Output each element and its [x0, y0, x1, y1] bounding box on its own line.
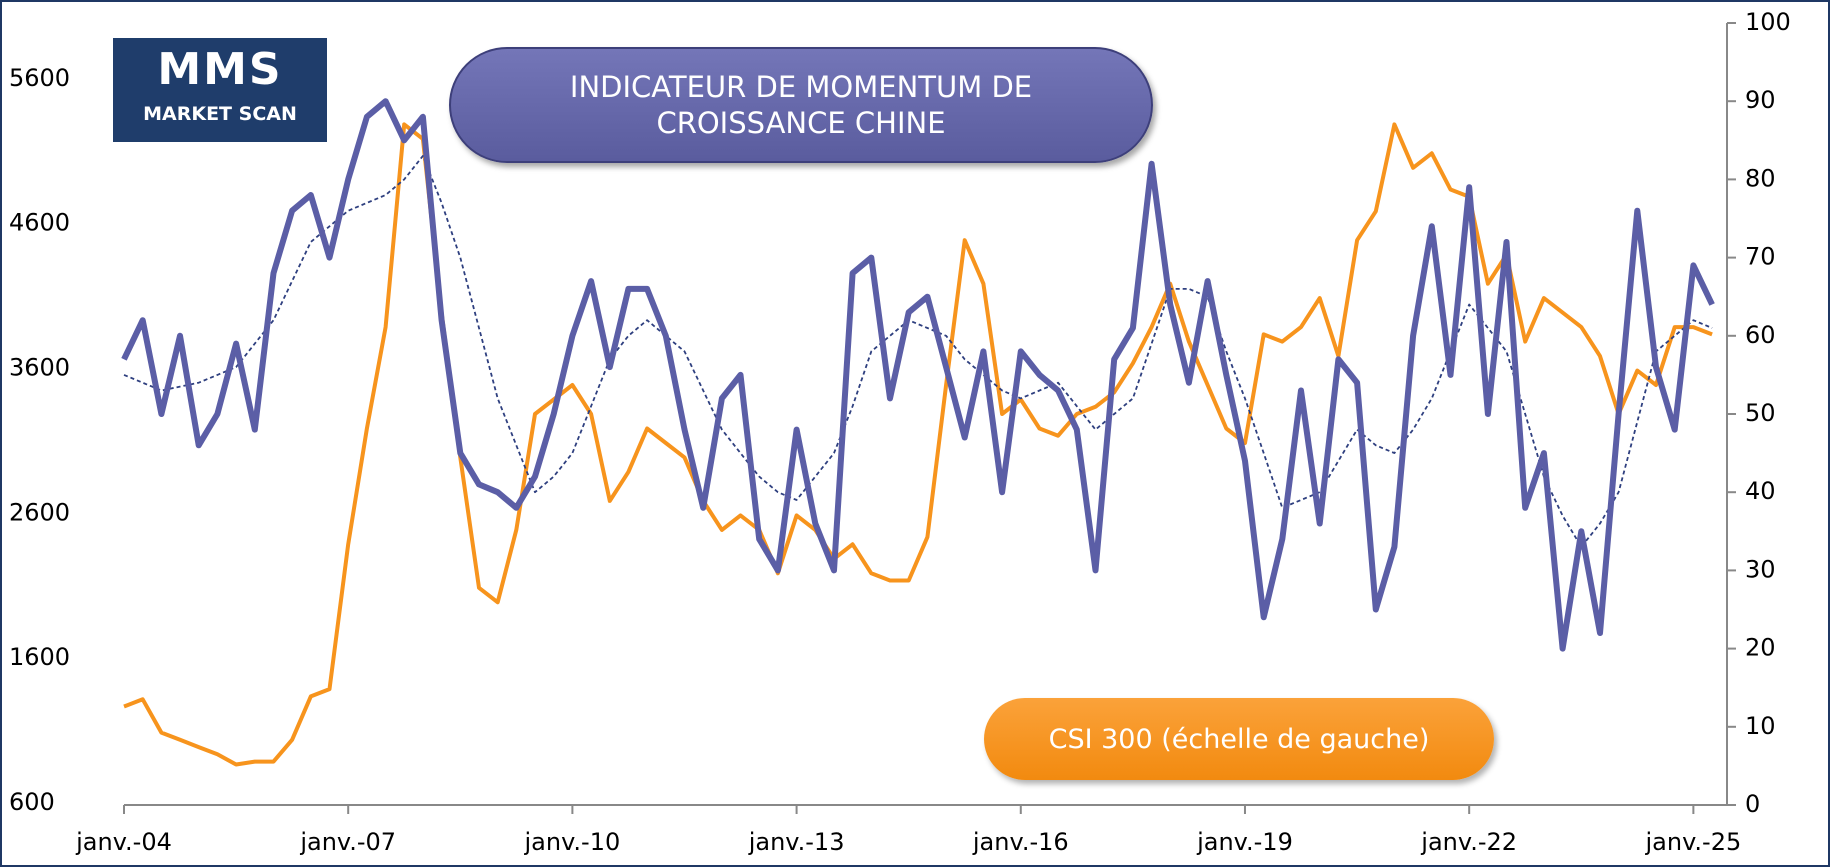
y-tick-label: 2600 — [9, 498, 70, 526]
y2-tick-label: 10 — [1745, 712, 1776, 740]
logo-title: MMS — [157, 44, 283, 95]
y2-tick-label: 30 — [1745, 555, 1776, 583]
series-line — [121, 98, 1715, 652]
x-tick-label: janv.-19 — [1196, 828, 1293, 856]
x-tick-label: janv.-16 — [972, 828, 1069, 856]
chart-title: INDICATEUR DE MOMENTUM DE CROISSANCE CHI… — [449, 47, 1153, 163]
y-tick-label: 1600 — [9, 643, 70, 671]
y-tick-label: 5600 — [9, 64, 70, 92]
x-tick-label: janv.-10 — [524, 828, 621, 856]
y-tick-label: 4600 — [9, 209, 70, 237]
x-tick-label: janv.-07 — [299, 828, 396, 856]
x-tick-label: janv.-13 — [748, 828, 845, 856]
y2-tick-label: 80 — [1745, 164, 1776, 192]
x-tick-label: janv.-04 — [75, 828, 172, 856]
y-tick-label: 600 — [9, 788, 55, 816]
y2-tick-label: 20 — [1745, 634, 1776, 662]
y2-tick-label: 40 — [1745, 477, 1776, 505]
y2-tick-label: 0 — [1745, 790, 1760, 818]
series-line — [123, 155, 1713, 548]
series-line — [123, 122, 1713, 767]
logo: MMS MARKET SCAN — [113, 38, 327, 142]
y2-tick-label: 90 — [1745, 86, 1776, 114]
y2-tick-label: 70 — [1745, 243, 1776, 271]
logo-subtitle: MARKET SCAN — [143, 103, 297, 125]
y2-tick-label: 60 — [1745, 321, 1776, 349]
y2-tick-label: 50 — [1745, 399, 1776, 427]
y-tick-label: 3600 — [9, 354, 70, 382]
x-tick-label: janv.-25 — [1644, 828, 1741, 856]
x-tick-label: janv.-22 — [1420, 828, 1517, 856]
series-label: CSI 300 (échelle de gauche) — [984, 698, 1494, 780]
y2-tick-label: 100 — [1745, 8, 1791, 36]
